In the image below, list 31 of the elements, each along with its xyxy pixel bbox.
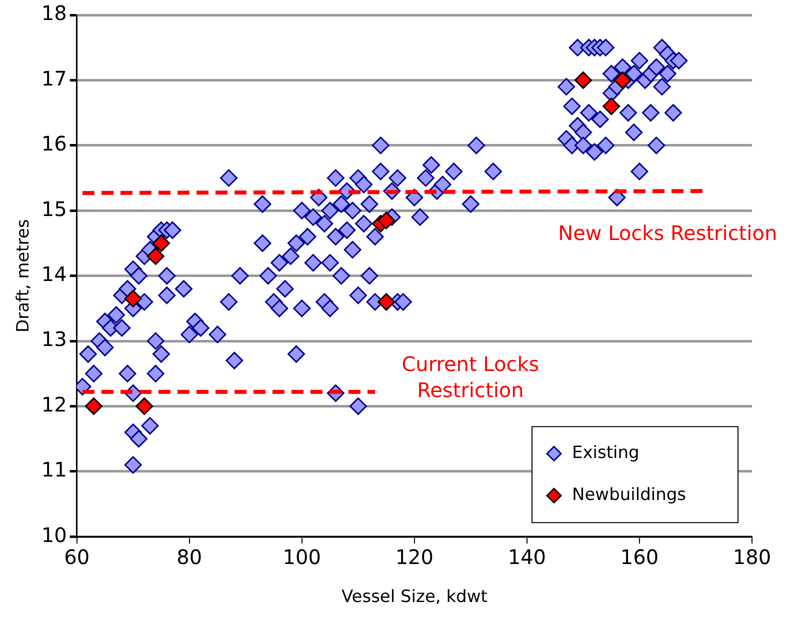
point: [136, 397, 154, 415]
point: [614, 71, 632, 89]
point: [602, 98, 620, 116]
x-tick-label: 120: [395, 544, 434, 569]
y-tick-label: 17: [41, 66, 67, 90]
point: [146, 247, 164, 265]
y-tick-label: 16: [41, 132, 67, 156]
y-tick-label: 11: [41, 458, 67, 482]
y-tick-label: 15: [41, 196, 67, 221]
y-tick-label: 12: [41, 392, 67, 416]
x-tick-label: 140: [508, 544, 546, 569]
x-tick-label: 60: [64, 544, 90, 569]
annotation: Current Locks Restriction: [402, 352, 540, 402]
x-tick-label: 180: [732, 544, 772, 569]
point: [152, 234, 170, 252]
y-tick-label: 18: [41, 1, 67, 26]
legend-label: Newbuildings: [572, 485, 686, 506]
y-tick-label: 14: [41, 262, 67, 286]
y-axis-title: Draft, metres: [14, 219, 34, 332]
point: [574, 71, 592, 89]
x-tick-label: 160: [620, 544, 659, 569]
x-tick-label: 80: [176, 544, 202, 569]
point: [378, 212, 396, 230]
legend-label: Existing: [572, 443, 640, 464]
point: [124, 290, 142, 308]
annotation: New Locks Restriction: [558, 221, 778, 246]
y-tick-label: 10: [41, 522, 67, 547]
y-tick-label: 13: [41, 327, 67, 352]
x-tick-label: 100: [282, 544, 321, 569]
x-axis-title: Vessel Size, kdwt: [341, 587, 488, 608]
point: [84, 397, 102, 415]
